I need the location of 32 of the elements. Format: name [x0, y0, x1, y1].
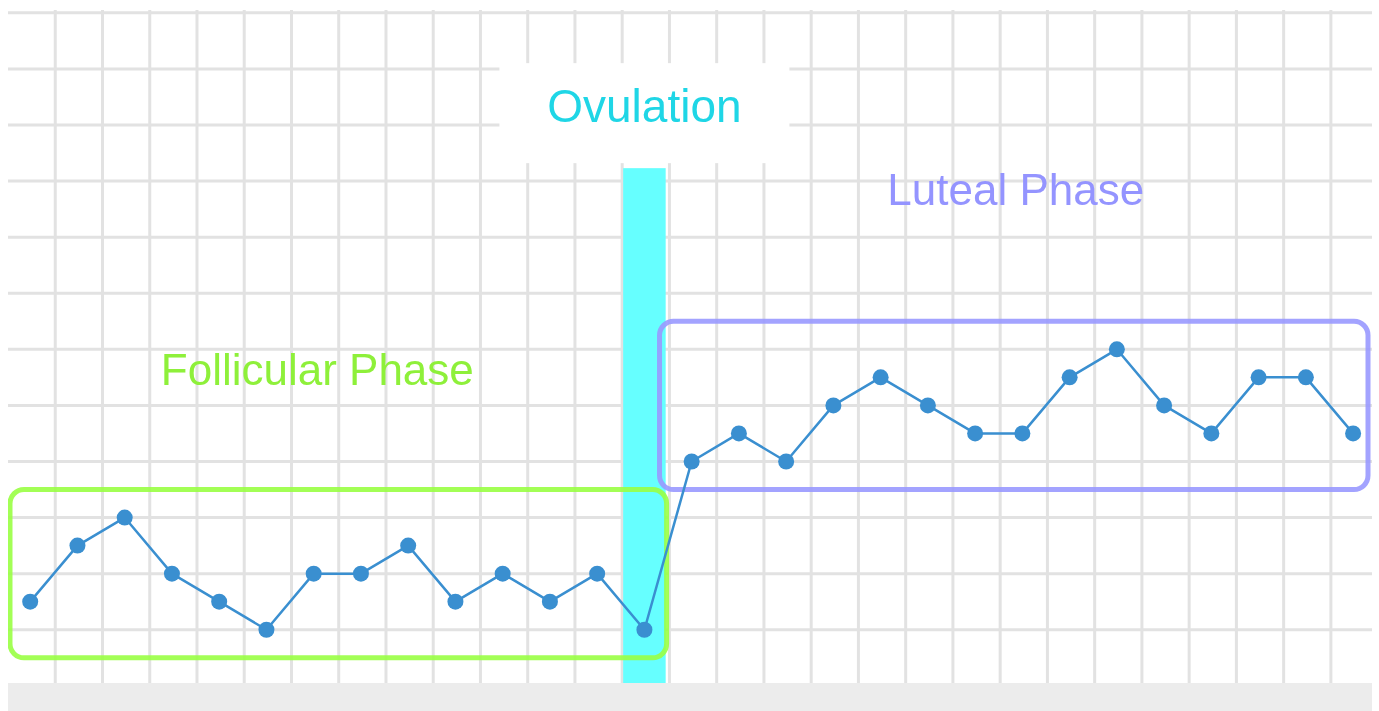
annotation: Follicular Phase [160, 345, 474, 395]
point [1345, 425, 1362, 442]
point [683, 453, 700, 470]
point [1250, 369, 1267, 386]
point [305, 565, 322, 582]
point [778, 453, 795, 470]
point [494, 565, 511, 582]
point [730, 425, 747, 442]
point [22, 593, 39, 610]
point [352, 565, 369, 582]
point [872, 369, 889, 386]
point [919, 397, 936, 414]
point [541, 593, 558, 610]
point [589, 565, 606, 582]
point [447, 593, 464, 610]
point [258, 621, 275, 638]
point [1297, 369, 1314, 386]
point [1014, 425, 1031, 442]
text: Luteal Phase [887, 164, 1145, 214]
text: Ovulation [547, 80, 742, 133]
point [825, 397, 842, 414]
point [1061, 369, 1078, 386]
point [1156, 397, 1173, 414]
point [211, 593, 228, 610]
point [69, 537, 86, 554]
point [116, 509, 133, 526]
point [1108, 341, 1125, 358]
point [967, 425, 984, 442]
point [1203, 425, 1220, 442]
point [163, 565, 180, 582]
point [400, 537, 417, 554]
point [636, 621, 653, 638]
